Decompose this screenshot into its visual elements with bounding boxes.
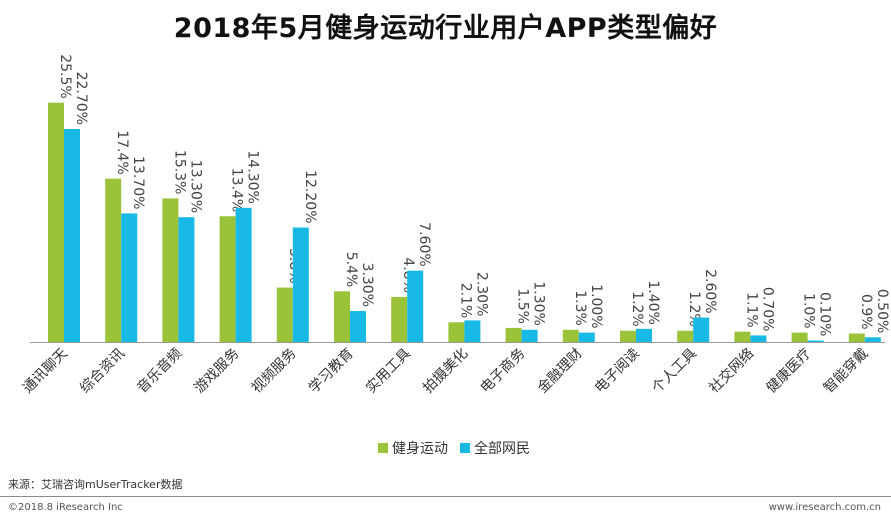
- data-label-all-13: 0.10%: [817, 292, 833, 336]
- data-label-fitness-14: 0.9%: [858, 294, 874, 330]
- category-label-2: 音乐音频: [134, 345, 186, 397]
- bar-all-12: [750, 335, 767, 342]
- data-label-all-4: 12.20%: [302, 170, 318, 223]
- data-label-all-8: 1.30%: [531, 281, 547, 325]
- data-label-all-7: 2.30%: [473, 272, 489, 316]
- bar-fitness-2: [162, 198, 179, 342]
- legend-item-all: 全部网民: [460, 438, 530, 458]
- category-label-5: 学习教育: [306, 346, 357, 397]
- category-label-9: 金融理财: [535, 346, 586, 397]
- data-label-fitness-0: 25.5%: [57, 54, 73, 98]
- bar-fitness-6: [391, 296, 408, 342]
- data-label-all-10: 1.40%: [645, 280, 661, 324]
- chart-title: 2018年5月健身运动行业用户APP类型偏好: [173, 13, 718, 44]
- data-label-fitness-8: 1.5%: [515, 288, 531, 324]
- source-note: 来源：艾瑞咨询mUserTracker数据: [8, 478, 183, 491]
- bar-fitness-7: [448, 322, 465, 342]
- data-label-all-12: 0.70%: [759, 287, 775, 331]
- bar-fitness-5: [334, 291, 350, 342]
- bar-all-13: [807, 340, 824, 342]
- category-label-1: 综合资讯: [77, 346, 128, 397]
- website: www.iresearch.com.cn: [768, 502, 881, 513]
- bar-fitness-3: [219, 216, 236, 342]
- footer-divider: [0, 496, 891, 497]
- legend-swatch-fitness: [378, 443, 388, 453]
- data-label-fitness-9: 1.3%: [572, 290, 588, 326]
- bar-fitness-11: [677, 330, 694, 342]
- copyright: ©2018.8 iResearch Inc: [8, 502, 123, 513]
- bar-all-8: [521, 329, 538, 342]
- bar-fitness-12: [734, 331, 751, 342]
- category-label-7: 拍摄美化: [420, 346, 471, 397]
- bar-fitness-8: [505, 327, 522, 342]
- bar-all-2: [178, 217, 195, 342]
- category-label-4: 视频服务: [249, 346, 300, 397]
- bar-all-5: [350, 311, 366, 342]
- bar-all-4: [292, 227, 309, 342]
- data-label-fitness-7: 2.1%: [457, 283, 473, 319]
- bar-all-1: [121, 213, 138, 342]
- data-label-fitness-3: 13.4%: [229, 168, 245, 212]
- bar-all-11: [693, 317, 710, 342]
- bar-fitness-4: [276, 287, 293, 342]
- data-label-all-3: 14.30%: [245, 150, 261, 203]
- bar-fitness-10: [620, 330, 636, 342]
- legend: 健身运动 全部网民: [378, 438, 542, 458]
- bar-all-9: [578, 332, 595, 342]
- data-label-all-6: 7.60%: [416, 222, 432, 266]
- legend-label-all: 全部网民: [474, 441, 530, 457]
- data-label-fitness-12: 1.1%: [743, 292, 759, 328]
- category-label-14: 智能穿戴: [821, 346, 872, 397]
- data-label-fitness-13: 1.0%: [801, 293, 817, 329]
- category-label-0: 通讯聊天: [20, 346, 71, 397]
- data-label-all-11: 2.60%: [702, 269, 718, 313]
- bar-all-0: [64, 128, 80, 342]
- bar-all-7: [464, 320, 481, 342]
- legend-swatch-all: [460, 443, 470, 453]
- category-label-8: 电子商务: [478, 346, 529, 397]
- category-label-3: 游戏服务: [192, 346, 243, 397]
- legend-item-fitness: 健身运动: [378, 438, 448, 458]
- data-label-all-1: 13.70%: [130, 156, 146, 209]
- data-label-all-5: 3.30%: [359, 263, 375, 307]
- bar-fitness-14: [848, 333, 865, 342]
- bar-fitness-9: [562, 329, 579, 342]
- bar-fitness-0: [48, 102, 64, 342]
- data-label-all-9: 1.00%: [588, 284, 604, 328]
- category-label-10: 电子阅读: [591, 345, 643, 397]
- category-label-6: 实用工具: [363, 346, 414, 397]
- category-label-11: 个人工具: [649, 346, 700, 397]
- bar-fitness-1: [105, 178, 122, 342]
- data-label-all-0: 22.70%: [73, 72, 89, 125]
- data-label-fitness-2: 15.3%: [171, 150, 187, 194]
- category-label-12: 社交网络: [706, 345, 758, 397]
- bar-all-3: [235, 207, 252, 342]
- data-label-fitness-10: 1.2%: [629, 291, 645, 327]
- data-label-all-14: 0.50%: [874, 289, 890, 333]
- data-label-all-2: 13.30%: [187, 160, 203, 213]
- bar-fitness-13: [791, 332, 808, 342]
- data-label-fitness-5: 5.4%: [343, 252, 359, 288]
- bar-all-6: [407, 270, 424, 342]
- legend-label-fitness: 健身运动: [392, 441, 448, 457]
- category-label-13: 健康医疗: [763, 345, 815, 397]
- bar-all-10: [636, 328, 652, 342]
- data-label-fitness-1: 17.4%: [114, 130, 130, 174]
- bar-all-14: [864, 337, 881, 342]
